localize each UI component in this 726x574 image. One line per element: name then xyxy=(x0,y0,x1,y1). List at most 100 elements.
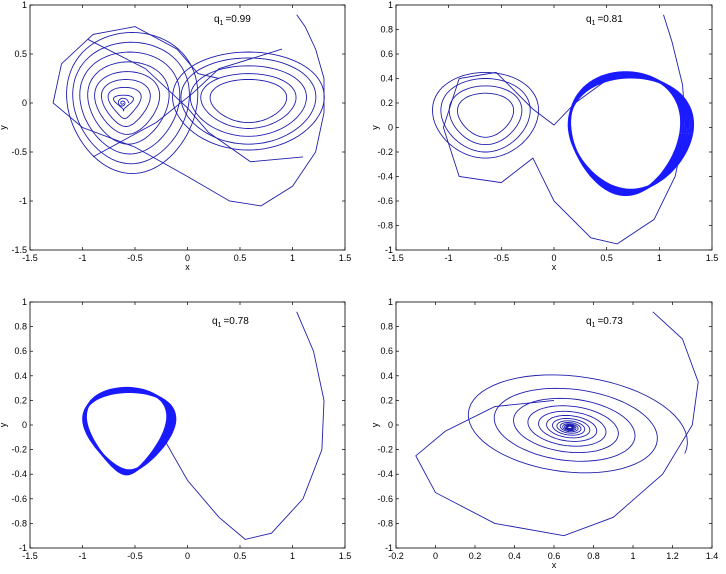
right-scroll-loop xyxy=(189,65,307,137)
crossing-strand xyxy=(92,48,283,158)
x-tick-label: 1.5 xyxy=(339,253,352,263)
x-tick-label: 1.5 xyxy=(706,253,719,263)
y-tick-label: -1 xyxy=(19,196,27,206)
y-tick-label: 0 xyxy=(388,123,393,133)
y-tick-label: 0.4 xyxy=(14,371,27,381)
y-tick-label: -0.5 xyxy=(11,147,27,157)
x-tick-label: 1 xyxy=(630,551,635,561)
left-scroll-loop xyxy=(107,86,142,120)
y-tick-label: -0.4 xyxy=(377,172,393,182)
focus-spiral xyxy=(467,374,688,474)
limit-cycle xyxy=(82,390,177,472)
x-tick-label: 0.2 xyxy=(469,551,482,561)
y-tick-label: -0.4 xyxy=(377,469,393,479)
focus-spiral xyxy=(117,97,130,107)
crossing-strand xyxy=(87,38,304,163)
parameter-annotation: q1 =0.73 xyxy=(586,316,623,329)
y-tick-label: 0 xyxy=(22,420,27,430)
x-tick-label: -1 xyxy=(78,551,86,561)
y-tick-label: -0.4 xyxy=(11,469,27,479)
x-tick-label: 1 xyxy=(290,253,295,263)
trajectory-transient xyxy=(164,311,325,540)
y-tick-label: -0.6 xyxy=(377,494,393,504)
y-tick-label: -0.8 xyxy=(11,518,27,528)
y-tick-label: 0.4 xyxy=(380,371,393,381)
plot-frame xyxy=(395,301,713,549)
x-tick-label: 1.4 xyxy=(706,551,719,561)
limit-cycle xyxy=(83,389,174,474)
y-tick-label: -0.6 xyxy=(11,494,27,504)
limit-cycle xyxy=(82,389,175,473)
y-tick-label: -1 xyxy=(19,543,27,553)
x-axis-label: x xyxy=(552,262,557,272)
right-scroll-loop xyxy=(209,79,288,124)
plot-frame xyxy=(29,301,346,549)
x-tick-label: 1 xyxy=(290,551,295,561)
left-scroll-loop xyxy=(100,79,151,127)
y-tick-label: 1 xyxy=(388,297,393,307)
right-scroll-loop xyxy=(200,73,297,129)
left-loop xyxy=(440,78,531,153)
right-scroll-loop xyxy=(172,51,325,151)
limit-cycle xyxy=(83,388,172,474)
y-axis-label: y xyxy=(0,125,8,130)
y-tick-label: -1.5 xyxy=(11,245,27,255)
y-axis-label: y xyxy=(0,422,8,427)
trajectory-transient xyxy=(52,14,325,207)
left-scroll-loop xyxy=(94,71,161,135)
x-tick-label: -1 xyxy=(445,253,453,263)
y-tick-label: 0 xyxy=(22,98,27,108)
left-loop xyxy=(432,71,540,159)
left-loop xyxy=(448,85,523,146)
y-tick-label: 0.2 xyxy=(14,395,27,405)
x-tick-label: 0.6 xyxy=(548,551,561,561)
x-tick-label: 0 xyxy=(433,551,438,561)
y-tick-label: 1 xyxy=(22,297,27,307)
y-tick-label: 0.2 xyxy=(380,395,393,405)
y-axis-label: y xyxy=(370,422,380,427)
left-scroll-loop xyxy=(87,61,170,145)
y-tick-label: 0 xyxy=(388,420,393,430)
trajectory-transient xyxy=(415,311,699,537)
x-tick-label: -1.5 xyxy=(22,551,38,561)
y-tick-label: -0.2 xyxy=(11,445,27,455)
x-tick-label: -1.5 xyxy=(22,253,38,263)
y-tick-label: 0.2 xyxy=(380,98,393,108)
y-tick-label: 0.8 xyxy=(14,322,27,332)
parameter-annotation: q1 =0.81 xyxy=(586,14,623,27)
left-scroll-loop xyxy=(66,31,199,175)
x-tick-label: -0.5 xyxy=(494,253,510,263)
x-axis-label: x xyxy=(552,560,557,570)
y-axis-label: y xyxy=(370,125,380,130)
y-tick-label: 1 xyxy=(22,0,27,10)
x-tick-label: 0 xyxy=(185,551,190,561)
parameter-annotation: q1 =0.78 xyxy=(212,316,249,329)
y-tick-label: -0.8 xyxy=(377,221,393,231)
x-tick-label: -1 xyxy=(78,253,86,263)
left-scroll-loop xyxy=(72,41,190,165)
limit-cycle xyxy=(567,76,694,192)
x-tick-label: 1.5 xyxy=(339,551,352,561)
trajectory-transient xyxy=(442,14,687,245)
x-tick-label: 1 xyxy=(657,253,662,263)
y-tick-label: 0.8 xyxy=(380,322,393,332)
right-scroll-loop xyxy=(180,57,317,145)
left-scroll-loop xyxy=(79,51,181,155)
y-tick-label: -0.6 xyxy=(377,196,393,206)
y-tick-label: 0.6 xyxy=(14,346,27,356)
left-scroll-loop xyxy=(113,94,134,112)
y-tick-label: -0.2 xyxy=(377,445,393,455)
x-tick-label: -0.2 xyxy=(388,551,404,561)
y-tick-label: 0.6 xyxy=(380,49,393,59)
x-tick-label: 1.2 xyxy=(666,551,679,561)
y-tick-label: 0.5 xyxy=(14,49,27,59)
x-tick-label: -1.5 xyxy=(388,253,404,263)
x-tick-label: 0 xyxy=(551,253,556,263)
x-tick-label: 0.4 xyxy=(508,551,521,561)
x-tick-label: 0.5 xyxy=(234,551,247,561)
parameter-annotation: q1 =0.99 xyxy=(214,14,251,27)
y-tick-label: 0.4 xyxy=(380,74,393,84)
y-tick-label: -1 xyxy=(385,543,393,553)
y-tick-label: -0.2 xyxy=(377,147,393,157)
